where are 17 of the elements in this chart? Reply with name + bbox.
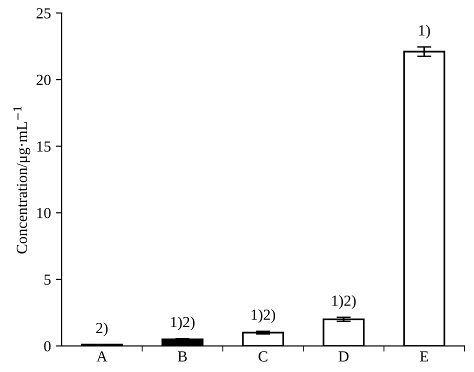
annotation: 1)2) (252, 309, 276, 323)
y-tick-label: 15 (37, 141, 51, 152)
annotation: 1)2) (171, 316, 195, 330)
annotation: 2) (96, 322, 108, 336)
y-tick-label: 0 (44, 341, 51, 352)
x-tick-label: A (96, 351, 108, 362)
x-tick-label: D (338, 351, 349, 362)
x-tick-label: C (258, 351, 268, 362)
y-tick-label: 25 (36, 8, 51, 18)
y-tick-label: 5 (44, 274, 51, 285)
y-axis-title: Concentration/μg·mL$^{−1}$ (13, 106, 30, 254)
annotation: 1)2) (332, 295, 356, 309)
annotation: 1) (419, 24, 430, 39)
y-tick-label: 10 (37, 208, 51, 218)
x-tick-label: E (420, 351, 428, 362)
x-tick-label: B (178, 351, 187, 362)
y-tick-label: 20 (36, 74, 51, 86)
